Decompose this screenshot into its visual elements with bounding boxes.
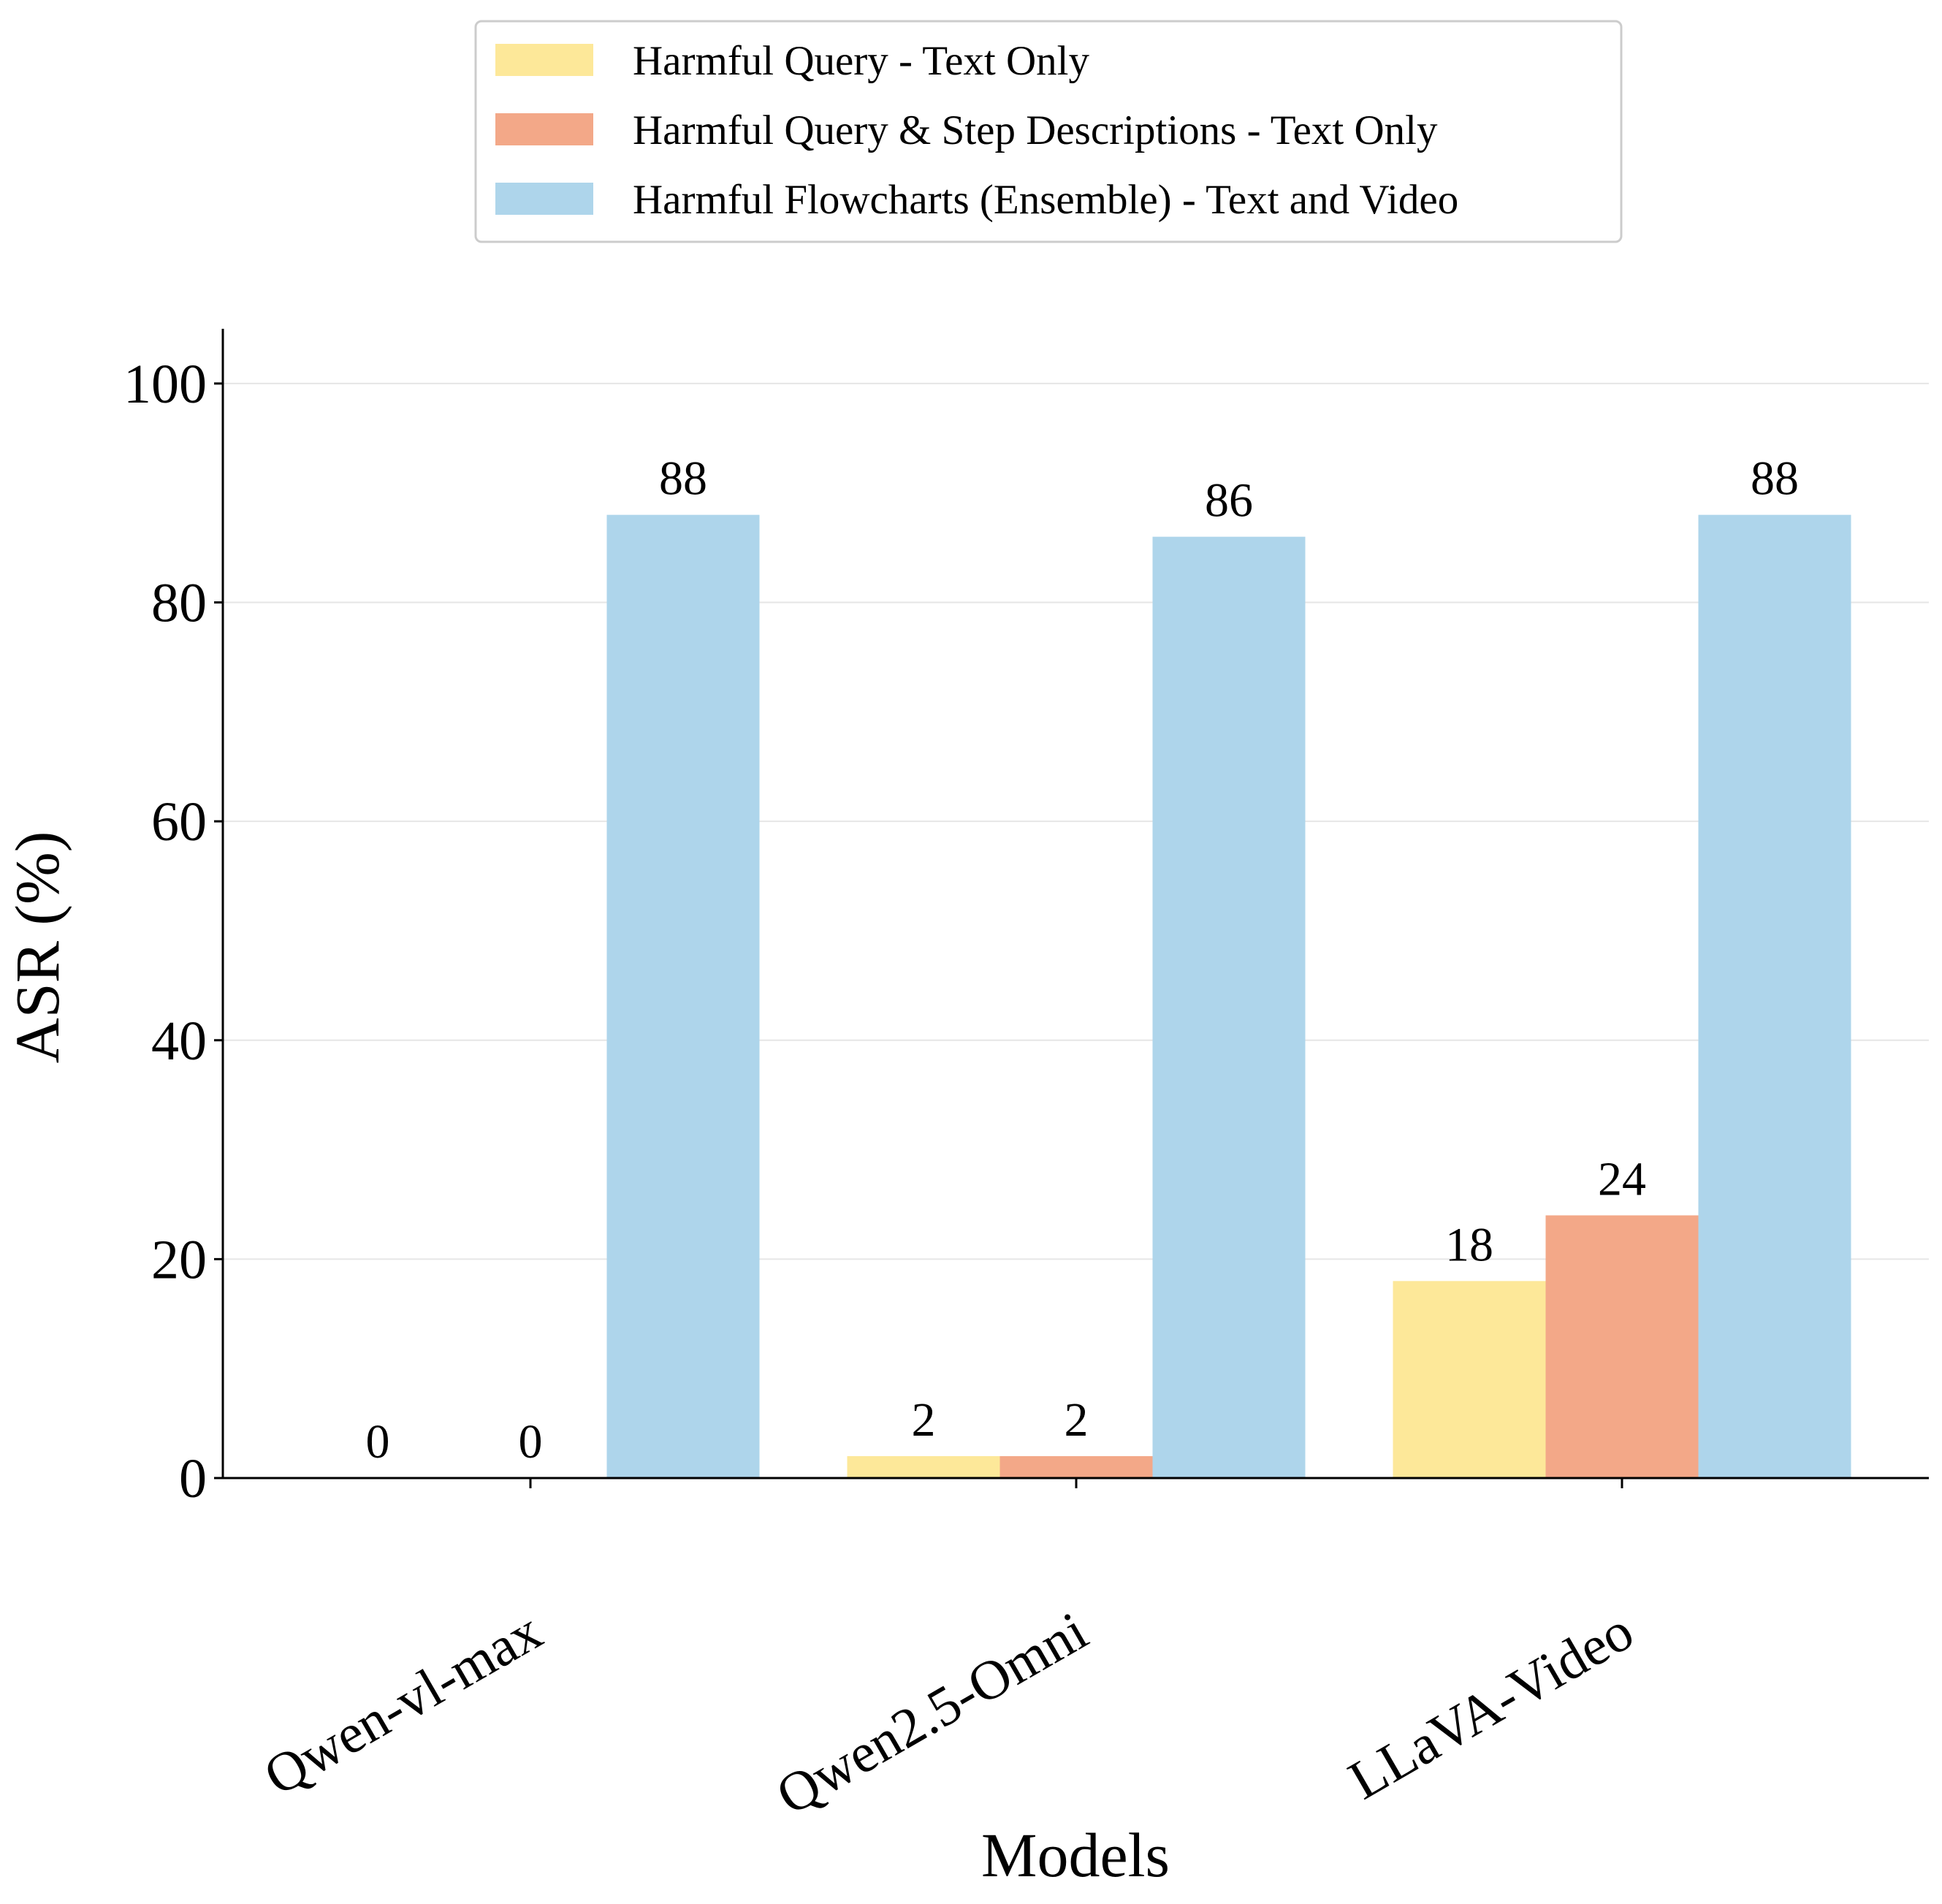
bar-value-label: 88 — [1751, 452, 1799, 506]
y-tick-label: 0 — [179, 1448, 207, 1509]
bar — [1545, 1215, 1699, 1478]
bar-value-label: 2 — [912, 1393, 936, 1447]
bar — [847, 1456, 1000, 1478]
x-tick-label: Qwen-vl-max — [254, 1600, 552, 1808]
bar — [999, 1456, 1153, 1478]
legend-label: Harmful Query - Text Only — [633, 38, 1089, 84]
y-tick-label: 80 — [151, 573, 207, 634]
bar — [606, 514, 760, 1478]
bar-value-label: 88 — [659, 452, 707, 506]
data-labels: 0 0 88 2 2 86 18 24 88 — [366, 452, 1800, 1469]
y-tick-label: 100 — [123, 354, 207, 415]
x-ticks: Qwen-vl-max Qwen2.5-Omni LLaVA-Video — [254, 1478, 1643, 1827]
legend-label: Harmful Flowcharts (Ensemble) - Text and… — [633, 177, 1458, 223]
y-tick-label: 40 — [151, 1010, 207, 1072]
x-axis-title: Models — [981, 1820, 1170, 1890]
bar — [1393, 1281, 1546, 1478]
bar-value-label: 2 — [1065, 1393, 1089, 1447]
bar-value-label: 18 — [1445, 1218, 1493, 1271]
bar-value-label: 24 — [1598, 1152, 1646, 1206]
bar-value-label: 0 — [519, 1415, 543, 1469]
bar-value-label: 0 — [366, 1415, 390, 1469]
grid — [223, 382, 1929, 1260]
y-ticks: 0 20 40 60 80 100 — [123, 354, 223, 1509]
y-tick-label: 60 — [151, 791, 207, 853]
y-axis-title: ASR (%) — [2, 831, 72, 1064]
legend-swatch — [495, 183, 593, 215]
bars — [606, 514, 1851, 1478]
y-tick-label: 20 — [151, 1229, 207, 1290]
bar-value-label: 86 — [1205, 474, 1253, 528]
legend-swatch — [495, 44, 593, 76]
x-tick-label: LLaVA-Video — [1339, 1600, 1643, 1811]
legend-swatch — [495, 113, 593, 145]
bar — [1152, 536, 1306, 1478]
legend-label: Harmful Query & Step Descriptions - Text… — [633, 107, 1438, 153]
x-tick-label: Qwen2.5-Omni — [766, 1600, 1097, 1827]
legend: Harmful Query - Text Only Harmful Query &… — [474, 20, 1623, 243]
bar — [1698, 514, 1851, 1478]
legend-frame — [474, 20, 1623, 243]
